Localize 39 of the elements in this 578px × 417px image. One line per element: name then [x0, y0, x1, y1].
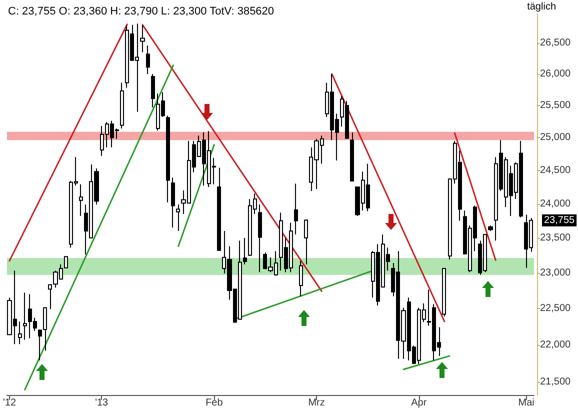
- y-tick-label: 26,500: [540, 38, 572, 49]
- y-tick-label: 22,500: [540, 302, 572, 314]
- candlestick: [146, 45, 150, 74]
- y-tick-label: 23,000: [540, 267, 572, 278]
- y-tick-label: 23,500: [540, 232, 572, 244]
- y-tick-label: 26,000: [540, 68, 572, 80]
- chart-title: C: 23,755 O: 23,360 H: 23,790 L: 23,300 TotV: 385620: [8, 6, 274, 18]
- x-tick-label: Mai: [518, 398, 534, 408]
- candlestick: [299, 260, 303, 297]
- candlestick: [176, 204, 180, 232]
- candlestick: [166, 115, 170, 203]
- text: täglich: [527, 2, 556, 12]
- y-tick-label: 25,000: [540, 132, 572, 144]
- candlestick: [442, 268, 446, 317]
- candlestick: [217, 167, 221, 251]
- y-tick-label: 24,000: [540, 198, 572, 210]
- x-tick-label: Mrz: [308, 398, 325, 408]
- candlestick: [140, 24, 145, 53]
- x-tick-label: Feb: [206, 398, 224, 408]
- y-tick-label: 22,000: [540, 339, 572, 350]
- candlestick: [304, 218, 308, 265]
- x-tick-label: Apr: [411, 398, 428, 408]
- candlestick: [48, 284, 52, 310]
- text: 23,755: [544, 214, 576, 226]
- candlestick: [18, 320, 22, 345]
- candlestick: [79, 184, 83, 216]
- candlestick: [23, 292, 27, 340]
- y-tick-label: 25,500: [540, 100, 572, 111]
- y-tick-label: 24,500: [540, 164, 572, 176]
- x-tick-label: '13: [95, 398, 109, 408]
- candlestick: [350, 132, 354, 182]
- x-tick-label: '12: [2, 398, 16, 408]
- candlestick: [294, 183, 298, 235]
- candlestick: [488, 225, 493, 232]
- candlestick: [120, 82, 124, 130]
- y-tick-label: 21,500: [540, 376, 572, 388]
- candlestick: [171, 177, 175, 228]
- candlestick: [151, 73, 155, 108]
- candlestick: [258, 204, 262, 273]
